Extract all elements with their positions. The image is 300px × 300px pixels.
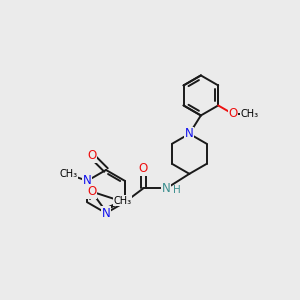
Text: N: N xyxy=(102,207,110,220)
Text: O: O xyxy=(139,162,148,175)
Text: O: O xyxy=(228,107,238,120)
Text: O: O xyxy=(87,149,97,162)
Text: CH₃: CH₃ xyxy=(113,196,131,206)
Text: CH₃: CH₃ xyxy=(241,109,259,119)
Text: O: O xyxy=(87,185,96,198)
Text: CH₃: CH₃ xyxy=(59,169,77,179)
Text: N: N xyxy=(83,174,92,187)
Text: H: H xyxy=(173,185,181,195)
Text: N: N xyxy=(185,127,194,140)
Text: N: N xyxy=(162,182,171,195)
